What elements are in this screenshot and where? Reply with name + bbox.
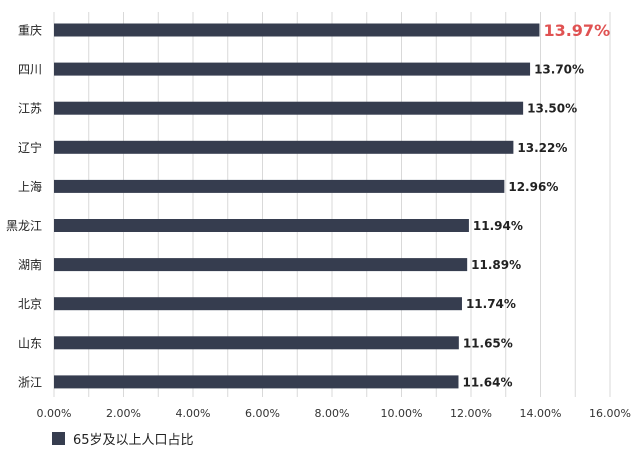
bar [54, 140, 514, 154]
category-label: 黑龙江 [6, 219, 42, 233]
value-label: 12.96% [508, 180, 558, 194]
bar [54, 101, 524, 115]
category-label: 四川 [18, 63, 42, 77]
category-label: 江苏 [18, 102, 42, 116]
legend: 65岁及以上人口占比 [52, 428, 194, 448]
value-labels: 13.97% 13.70% 13.50% 13.22% 12.96% 11.94% 11.8… [462, 21, 610, 389]
value-label: 13.50% [527, 102, 577, 116]
value-label: 11.74% [466, 297, 516, 311]
x-tick-label: 2.00% [106, 407, 141, 420]
category-label: 浙江 [18, 375, 42, 389]
bar [54, 297, 462, 311]
bar [54, 219, 469, 232]
category-label: 上海 [18, 179, 42, 194]
bar [54, 258, 468, 272]
bar [54, 23, 540, 37]
category-label: 辽宁 [18, 140, 42, 155]
x-tick-label: 10.00% [381, 407, 423, 420]
x-axis-tick-labels: 0.00% 2.00% 4.00% 6.00% 8.00% 10.00% 12.00% 14.… [37, 407, 631, 420]
bar [54, 179, 505, 193]
value-label: 11.94% [473, 219, 523, 233]
legend-label: 65岁及以上人口占比 [73, 432, 194, 448]
bar [54, 375, 459, 389]
x-tick-label: 4.00% [176, 407, 211, 420]
value-label: 13.70% [534, 63, 584, 77]
bars [54, 23, 540, 389]
x-tick-label: 14.00% [520, 407, 562, 420]
x-tick-label: 0.00% [37, 407, 72, 420]
category-label: 山东 [18, 336, 42, 350]
category-label: 湖南 [18, 257, 42, 272]
x-tick-label: 8.00% [315, 407, 350, 420]
grid-lines [53, 12, 611, 397]
value-label: 11.89% [471, 258, 521, 272]
x-tick-label: 6.00% [245, 407, 280, 420]
bar [54, 336, 459, 350]
x-tick-label: 12.00% [450, 407, 492, 420]
value-label: 13.22% [517, 141, 567, 155]
category-label: 北京 [18, 297, 42, 311]
value-label: 11.65% [463, 336, 513, 350]
value-label: 13.97% [543, 21, 610, 40]
x-tick-label: 16.00% [589, 407, 631, 420]
bar [54, 62, 531, 76]
category-label: 重庆 [18, 24, 42, 38]
value-label: 11.64% [462, 375, 512, 389]
legend-swatch [52, 431, 65, 445]
